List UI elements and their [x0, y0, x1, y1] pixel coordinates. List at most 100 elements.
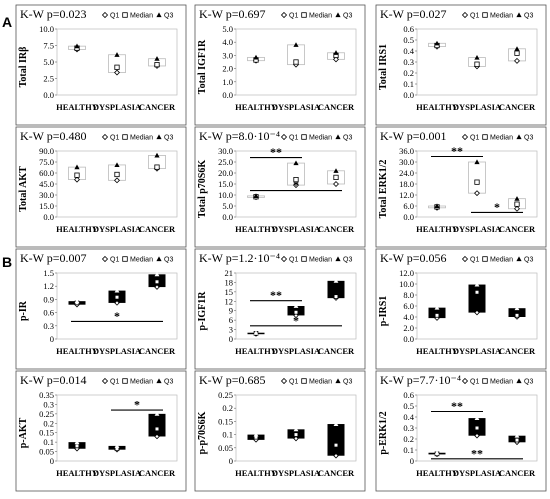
q1-marker	[333, 181, 339, 187]
q3-marker	[474, 282, 480, 287]
legend-median-marker	[301, 256, 307, 262]
y-tick-label: 12	[225, 296, 234, 306]
category-label: CANCER	[139, 102, 176, 112]
chart-panel: K-W p=0.014 Q1 Median Q3 00.050.10.150.20.25…	[15, 370, 187, 492]
kw-pvalue: K-W p=0.001	[380, 129, 447, 143]
category-label: HEALTHY	[416, 224, 458, 234]
q1-marker	[333, 452, 339, 459]
legend-q3-marker	[156, 378, 162, 384]
significance-label: *	[293, 313, 299, 327]
y-tick-label: 1.5	[43, 268, 54, 278]
kw-pvalue: K-W p=0.056	[380, 251, 447, 265]
legend-median-label: Median	[309, 135, 332, 142]
category-label: CANCER	[139, 468, 176, 478]
y-tick-label: 0.6	[403, 390, 414, 400]
legend-median-label: Median	[490, 379, 513, 386]
legend-median-marker	[122, 134, 128, 140]
category-label: CANCER	[318, 346, 355, 356]
kw-pvalue: K-W p=0.007	[20, 251, 87, 265]
legend-median-label: Median	[130, 379, 153, 386]
chart-panel: K-W p=0.056 Q1 Median Q3 0.02.04.06.08.010.0…	[375, 248, 547, 370]
category-label: HEALTHY	[56, 346, 98, 356]
y-axis-title: Total IGF1R	[197, 39, 208, 94]
category-label: HEALTHY	[235, 102, 277, 112]
y-axis-title: Total p70S6K	[197, 160, 208, 218]
q3-marker	[74, 439, 80, 445]
category-label: CANCER	[499, 346, 536, 356]
y-tick-label: 0.1	[403, 445, 414, 455]
significance-label: *	[114, 309, 120, 323]
median-marker	[333, 442, 339, 448]
median-marker	[514, 437, 520, 443]
q3-marker	[74, 164, 80, 170]
y-axis-title: p-p70S6K	[197, 411, 208, 454]
legend-median-marker	[301, 378, 307, 384]
legend-q3-marker	[156, 12, 162, 18]
significance-label: *	[494, 200, 500, 214]
category-label: HEALTHY	[416, 346, 458, 356]
legend-median-marker	[122, 12, 128, 18]
chart-panel: K-W p=0.001 Q1 Median Q30.06.012.018.024.03…	[375, 126, 547, 248]
median-marker	[293, 177, 299, 183]
y-tick-label: 0	[410, 456, 414, 466]
box	[327, 280, 345, 299]
legend-q1-marker	[101, 255, 109, 263]
y-tick-label: 60.0	[39, 168, 54, 178]
legend-q1-label: Q1	[470, 257, 479, 264]
y-tick-label: 18	[225, 277, 234, 287]
y-tick-label: 36.0	[399, 146, 414, 156]
panel-frame	[194, 248, 366, 370]
y-tick-label: 5.0	[222, 201, 233, 211]
legend-median-label: Median	[490, 13, 513, 20]
box	[508, 308, 526, 317]
y-tick-label: 0.0	[43, 212, 54, 222]
y-tick-label: 0.1	[403, 79, 414, 89]
q3-marker	[253, 330, 259, 335]
y-tick-label: 4.0	[403, 312, 414, 322]
y-tick-label: 0.25	[39, 409, 54, 419]
legend-q3-label: Q3	[343, 257, 352, 264]
y-tick-label: 2.5	[43, 74, 54, 84]
panel-frame	[375, 4, 547, 126]
significance-label: *	[293, 178, 299, 192]
legend-q3-label: Q3	[524, 13, 533, 20]
category-label: CANCER	[139, 224, 176, 234]
legend-q1-marker	[280, 133, 288, 141]
q3-marker	[333, 421, 339, 426]
median-marker	[333, 174, 339, 181]
q3-marker	[114, 288, 120, 293]
category-label: HEALTHY	[416, 468, 458, 478]
legend-q3-label: Q3	[524, 135, 533, 142]
y-tick-label: 0.05	[39, 447, 54, 457]
kw-pvalue: K-W p=0.480	[20, 129, 87, 143]
y-tick-label: 10.0	[399, 279, 414, 289]
box	[468, 284, 486, 313]
q3-marker	[514, 196, 520, 201]
y-tick-label: 6.0	[403, 301, 414, 311]
y-tick-label: 0.6	[43, 308, 54, 318]
legend-q3-label: Q3	[164, 13, 173, 20]
y-tick-label: 0.0	[222, 212, 233, 222]
q3-marker	[114, 52, 120, 57]
y-tick-label: 5.0	[43, 57, 54, 67]
q3-marker	[253, 432, 259, 437]
kw-pvalue: K-W p=8.0·10⁻⁴	[199, 129, 280, 143]
kw-pvalue: K-W p=0.027	[380, 7, 447, 21]
legend-median-marker	[482, 378, 488, 384]
legend-q1-marker	[101, 133, 109, 141]
category-label: CANCER	[499, 224, 536, 234]
legend-q1-marker	[461, 133, 469, 141]
q3-marker	[333, 278, 339, 283]
y-tick-label: 24.0	[399, 168, 414, 178]
legend-q1-label: Q1	[289, 379, 298, 386]
y-tick-label: 0.25	[218, 390, 233, 400]
legend-q1-marker	[280, 11, 288, 19]
legend-q1-label: Q1	[110, 135, 119, 142]
median-marker	[154, 164, 160, 170]
kw-pvalue: K-W p=7.7·10⁻⁴	[380, 373, 461, 387]
y-axis-title: Total IRS1	[378, 44, 389, 90]
legend-q1-label: Q1	[470, 135, 479, 142]
category-label: HEALTHY	[235, 468, 277, 478]
category-label: HEALTHY	[416, 102, 458, 112]
legend-q1-label: Q1	[470, 379, 479, 386]
